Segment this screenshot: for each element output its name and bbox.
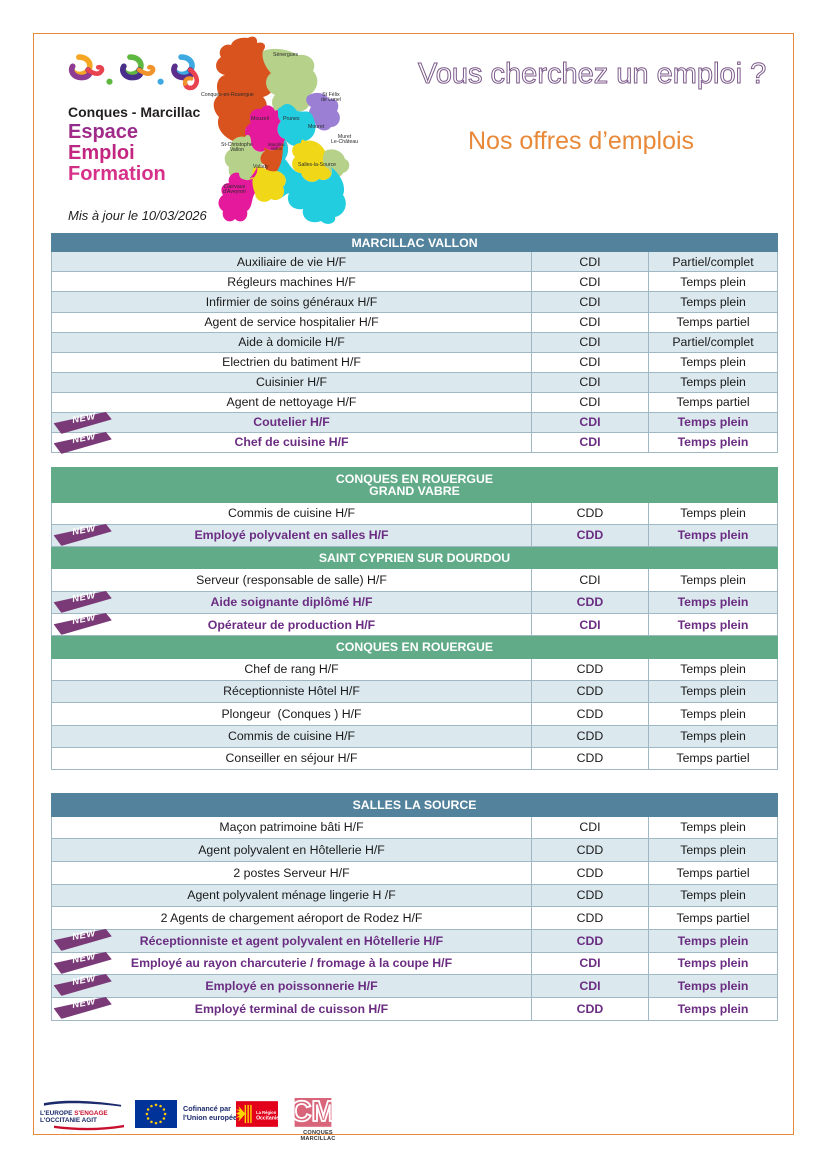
svg-text:La Région: La Région	[256, 1110, 277, 1115]
svg-text:CM: CM	[293, 1098, 333, 1128]
svg-text:Occitanie: Occitanie	[256, 1115, 278, 1121]
